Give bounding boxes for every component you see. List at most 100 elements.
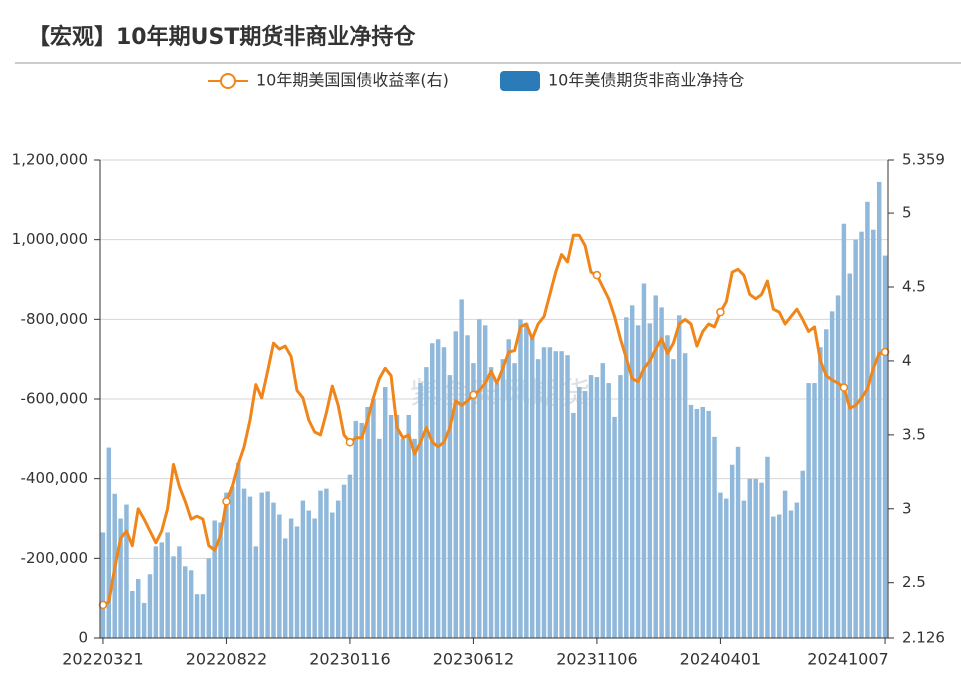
y-tick-label: 1,000,000	[12, 230, 88, 248]
bar	[876, 181, 882, 639]
bar	[882, 255, 888, 638]
bar	[353, 420, 359, 638]
bar	[541, 347, 547, 638]
bar	[435, 339, 441, 638]
bar	[441, 347, 447, 638]
bar	[624, 317, 629, 638]
y2-tick-label: 3	[902, 499, 912, 517]
bar	[453, 331, 459, 638]
bar	[512, 363, 517, 638]
bar	[477, 319, 482, 638]
bar	[718, 492, 723, 638]
bar	[312, 518, 317, 638]
bar	[365, 406, 370, 638]
bar	[230, 486, 235, 638]
bar	[694, 408, 700, 638]
bar	[629, 305, 635, 638]
line-marker	[716, 307, 725, 317]
bar	[159, 542, 164, 638]
line-marker	[345, 437, 355, 447]
bar	[224, 492, 229, 638]
bar	[535, 359, 541, 638]
bar	[394, 414, 400, 638]
bar	[641, 283, 647, 638]
bar	[341, 484, 347, 638]
bar	[865, 201, 870, 638]
bar	[300, 500, 306, 638]
bar	[824, 329, 829, 638]
y2-tick-label: 3.5	[902, 425, 926, 443]
bar	[212, 520, 217, 638]
bar	[418, 383, 423, 638]
bar	[459, 299, 464, 638]
bar	[188, 570, 194, 638]
y-tick-label: -400,000	[21, 469, 88, 487]
legend-swatch	[500, 71, 540, 91]
bar	[506, 339, 511, 638]
bar	[829, 311, 835, 638]
y2-tick-label: 5.359	[902, 151, 945, 169]
bar	[653, 295, 658, 638]
bar	[100, 532, 106, 638]
bar	[647, 323, 653, 638]
bar	[147, 574, 153, 638]
y2-tick-label: 4	[902, 351, 912, 369]
bar	[306, 510, 311, 638]
legend-label: 10年期美国国债收益率(右)	[256, 71, 449, 90]
y-tick-label: 0	[78, 629, 88, 647]
bar	[841, 223, 847, 638]
bar	[612, 416, 617, 638]
bar	[859, 231, 864, 638]
bar	[741, 500, 747, 638]
bar	[235, 462, 241, 638]
bar	[318, 490, 323, 638]
bar	[571, 412, 576, 638]
x-tick-label: 20220321	[62, 650, 143, 669]
x-tick-label: 20230612	[433, 650, 514, 669]
bar	[294, 526, 300, 638]
y2-tick-label: 4.5	[902, 278, 926, 296]
bar	[588, 375, 594, 638]
bar	[753, 478, 758, 638]
bar	[747, 478, 753, 638]
bar	[818, 347, 823, 638]
bar	[788, 510, 794, 638]
bar	[871, 229, 876, 639]
bar	[600, 363, 606, 638]
bar	[776, 514, 782, 638]
bar	[677, 315, 682, 638]
bar	[518, 319, 523, 638]
bar	[283, 538, 288, 638]
x-tick-label: 20241007	[807, 650, 888, 669]
bar	[194, 594, 200, 638]
bar	[547, 347, 553, 638]
x-tick-label: 20230116	[309, 650, 390, 669]
bar	[153, 546, 159, 638]
bar	[359, 422, 364, 638]
bar	[606, 383, 611, 638]
line-marker	[839, 383, 849, 392]
bar	[582, 391, 588, 638]
bar	[177, 546, 182, 638]
bar	[500, 359, 506, 638]
bar	[253, 546, 259, 638]
bar	[759, 482, 764, 638]
line-marker	[222, 497, 231, 506]
bar	[771, 516, 776, 638]
bar	[388, 414, 394, 638]
bar	[565, 355, 570, 638]
bar	[259, 492, 264, 638]
bar	[400, 438, 406, 638]
bar	[659, 307, 664, 638]
bar	[330, 512, 335, 638]
bar	[471, 363, 476, 638]
bar	[765, 456, 770, 638]
bar	[277, 514, 282, 638]
bar	[712, 436, 717, 638]
bar	[577, 387, 582, 638]
bar	[218, 522, 223, 638]
bar	[135, 579, 141, 638]
x-tick-label: 20220822	[186, 650, 267, 669]
bar	[706, 410, 711, 638]
